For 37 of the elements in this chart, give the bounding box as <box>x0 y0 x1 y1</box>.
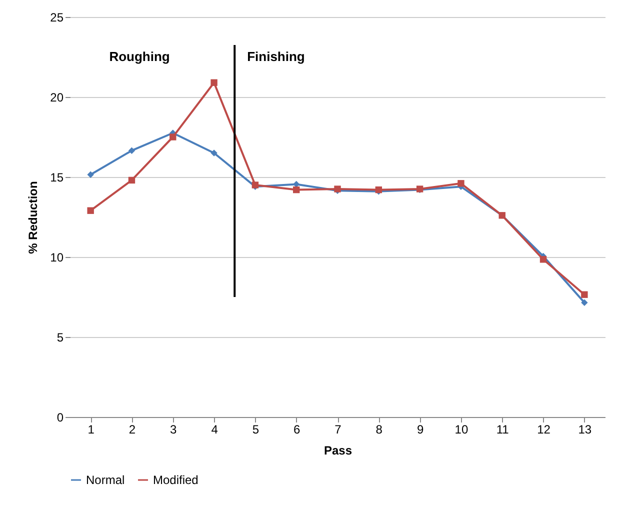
y-tick-label: 0 <box>56 410 64 424</box>
y-tick-label: 25 <box>50 10 64 24</box>
x-tick-label: 4 <box>211 422 218 436</box>
x-tick-label: 11 <box>496 422 510 436</box>
point <box>128 147 136 154</box>
y-tick-label: 5 <box>56 330 64 344</box>
x-tick-label: 5 <box>252 422 260 436</box>
legend-label: Normal <box>86 473 125 487</box>
y-tick-label: 10 <box>50 250 64 264</box>
annotation: Roughing <box>109 49 170 64</box>
y-tick-label: 15 <box>50 170 64 184</box>
point <box>87 207 94 214</box>
x-tick-label: 3 <box>170 422 178 436</box>
x-tick-label: 7 <box>334 422 342 436</box>
point <box>210 79 218 86</box>
x-tick-label: 12 <box>537 422 551 436</box>
legend-label: Modified <box>153 473 198 487</box>
x-tick-label: 9 <box>416 422 424 436</box>
point <box>540 256 547 263</box>
y-tick-label: 20 <box>50 90 64 104</box>
x-axis-title: Pass <box>324 444 352 458</box>
y-axis-title: % Reduction <box>26 181 40 254</box>
x-tick-label: 2 <box>128 422 136 436</box>
point <box>581 299 588 306</box>
point <box>210 150 218 156</box>
point <box>292 186 300 194</box>
annotation: Finishing <box>247 49 305 64</box>
point <box>128 176 136 184</box>
x-tick-label: 8 <box>376 422 383 436</box>
x-tick-label: 1 <box>88 422 95 436</box>
x-tick-label: 10 <box>454 422 468 436</box>
point <box>581 291 588 298</box>
x-tick-label: 13 <box>578 422 592 436</box>
point <box>87 171 94 178</box>
point <box>458 180 464 187</box>
point <box>170 134 176 140</box>
x-tick-label: 6 <box>294 422 300 436</box>
